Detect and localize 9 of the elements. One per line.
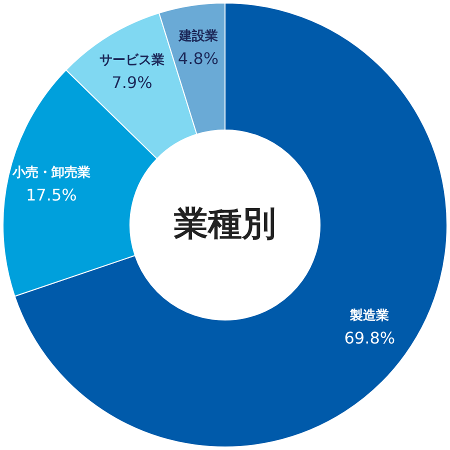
data-label: 4.8%	[178, 49, 219, 68]
slice-label: サービス業	[99, 53, 164, 68]
data-label: 69.8%	[344, 328, 396, 348]
text: 業種別	[173, 204, 276, 244]
slice-label: 製造業	[349, 308, 390, 324]
slice-label: 小売・卸売業	[11, 166, 90, 181]
data-label: 7.9%	[112, 73, 152, 92]
data-label: 17.5%	[26, 186, 77, 205]
slice-label: 建設業	[178, 28, 218, 44]
